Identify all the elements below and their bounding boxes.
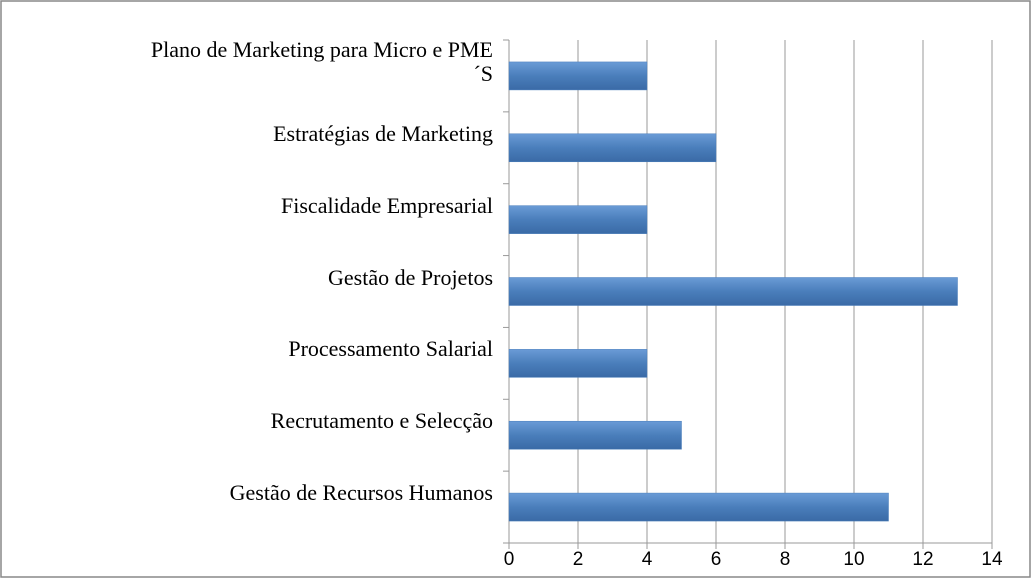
x-tick-label: 0	[504, 549, 515, 570]
bar	[508, 133, 717, 163]
x-tick-label: 14	[981, 549, 1003, 570]
bar	[508, 61, 648, 91]
x-tick-label: 2	[573, 549, 584, 570]
bar	[508, 420, 682, 450]
bar	[508, 277, 958, 306]
bar	[508, 349, 648, 378]
y-tick-label: Processamento Salarial	[288, 336, 493, 362]
y-tick-label: Estratégias de Marketing	[273, 120, 493, 146]
y-tick-label: Recrutamento e Selecção	[270, 408, 493, 434]
y-tick-label: Gestão de Projetos	[328, 264, 493, 290]
x-tick-label: 10	[843, 549, 864, 570]
x-tick-label: 12	[912, 549, 933, 570]
x-tick-label: 8	[780, 549, 791, 570]
bar	[508, 492, 889, 522]
x-tick-label: 4	[642, 549, 653, 570]
x-tick-label: 6	[711, 549, 722, 570]
y-tick-label: Plano de Marketing para Micro e PME ´S	[150, 36, 493, 86]
bar	[508, 205, 648, 234]
y-tick-label: Fiscalidade Empresarial	[281, 192, 493, 218]
y-tick-label: Gestão de Recursos Humanos	[229, 480, 493, 506]
